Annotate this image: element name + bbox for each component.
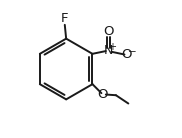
Text: O: O: [98, 88, 108, 101]
Text: F: F: [61, 12, 69, 25]
Text: +: +: [108, 42, 116, 52]
Text: −: −: [127, 47, 136, 57]
Text: O: O: [103, 25, 114, 38]
Text: O: O: [122, 48, 132, 61]
Text: N: N: [104, 44, 113, 57]
